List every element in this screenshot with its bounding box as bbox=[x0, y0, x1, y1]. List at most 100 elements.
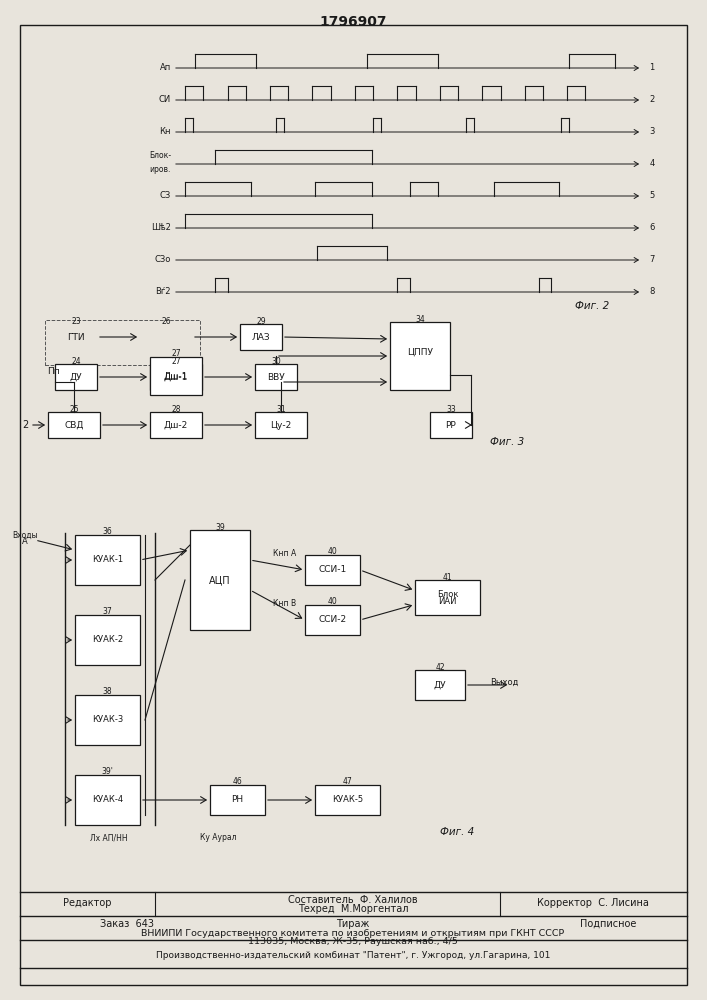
Text: 29: 29 bbox=[256, 316, 266, 326]
Bar bbox=[75, 535, 140, 585]
Text: РН: РН bbox=[231, 796, 244, 804]
Text: Лх АП/НН: Лх АП/НН bbox=[90, 834, 128, 842]
Text: ИАИ: ИАИ bbox=[438, 597, 457, 606]
Bar bbox=[430, 412, 472, 438]
Text: 6: 6 bbox=[649, 223, 655, 232]
Bar bbox=[415, 670, 465, 700]
Text: 28: 28 bbox=[171, 404, 181, 414]
Text: Дш-2: Дш-2 bbox=[164, 420, 188, 430]
Text: ВВУ: ВВУ bbox=[267, 372, 285, 381]
Bar bbox=[255, 412, 307, 438]
Text: 3: 3 bbox=[649, 126, 655, 135]
Text: 36: 36 bbox=[103, 528, 112, 536]
Text: 47: 47 bbox=[343, 778, 352, 786]
Bar bbox=[55, 364, 97, 390]
Text: иров.: иров. bbox=[150, 165, 171, 174]
Bar bbox=[240, 324, 282, 350]
Text: Кнп А: Кнп А bbox=[273, 548, 296, 558]
Text: ССИ-2: ССИ-2 bbox=[318, 615, 346, 624]
Text: 2: 2 bbox=[22, 420, 28, 430]
Text: Входы: Входы bbox=[12, 530, 37, 540]
Text: 2: 2 bbox=[649, 95, 655, 104]
Text: 39: 39 bbox=[215, 522, 225, 532]
Text: КУАК-2: КУАК-2 bbox=[92, 636, 123, 645]
Text: 33: 33 bbox=[446, 404, 456, 414]
Text: Редактор: Редактор bbox=[63, 898, 111, 908]
Text: ССИ-1: ССИ-1 bbox=[318, 566, 346, 574]
Text: СЗо: СЗо bbox=[155, 255, 171, 264]
Text: 40: 40 bbox=[327, 597, 337, 606]
Text: 24: 24 bbox=[71, 357, 81, 365]
Text: 34: 34 bbox=[415, 314, 425, 324]
Text: 30: 30 bbox=[271, 357, 281, 365]
Bar bbox=[140, 324, 192, 350]
Bar bbox=[75, 695, 140, 745]
Text: ЦППУ: ЦППУ bbox=[407, 348, 433, 357]
Bar bbox=[305, 605, 360, 635]
Text: КУАК-5: КУАК-5 bbox=[332, 796, 363, 804]
Text: 38: 38 bbox=[103, 688, 112, 696]
Text: Производственно-издательский комбинат "Патент", г. Ужгород, ул.Гагарина, 101: Производственно-издательский комбинат "П… bbox=[156, 952, 550, 960]
Bar bbox=[55, 324, 97, 350]
Bar bbox=[210, 785, 265, 815]
Text: РР: РР bbox=[445, 420, 457, 430]
Text: ДУ: ДУ bbox=[70, 372, 82, 381]
Bar bbox=[255, 364, 297, 390]
Text: Кнп В: Кнп В bbox=[273, 598, 296, 607]
Text: Блок: Блок bbox=[437, 590, 458, 599]
Text: 23: 23 bbox=[71, 316, 81, 326]
Text: 40: 40 bbox=[327, 548, 337, 556]
Text: Пп: Пп bbox=[47, 367, 60, 376]
Bar bbox=[45, 320, 200, 365]
Text: 113035, Москва, Ж-35, Раушская наб., 4/5: 113035, Москва, Ж-35, Раушская наб., 4/5 bbox=[248, 936, 458, 946]
Text: АЦП: АЦП bbox=[209, 575, 230, 585]
Text: 8: 8 bbox=[649, 286, 655, 296]
Text: Фиг. 2: Фиг. 2 bbox=[575, 301, 609, 311]
Text: Вѓ2: Вѓ2 bbox=[156, 288, 171, 296]
Text: КУАК-4: КУАК-4 bbox=[92, 796, 123, 804]
Bar bbox=[315, 785, 380, 815]
Text: Корректор  С. Лисина: Корректор С. Лисина bbox=[537, 898, 649, 908]
Text: ДУ: ДУ bbox=[433, 680, 446, 690]
Text: 37: 37 bbox=[103, 607, 112, 616]
Text: 27: 27 bbox=[171, 350, 181, 359]
Bar bbox=[150, 364, 202, 390]
Text: А: А bbox=[22, 538, 28, 546]
Text: 4: 4 bbox=[649, 158, 655, 167]
Text: 39': 39' bbox=[102, 768, 113, 776]
Text: Цу-2: Цу-2 bbox=[270, 420, 291, 430]
Text: Ап: Ап bbox=[160, 64, 171, 73]
Text: СЗ: СЗ bbox=[160, 192, 171, 200]
Text: Подписное: Подписное bbox=[580, 919, 636, 929]
Text: Заказ  643: Заказ 643 bbox=[100, 919, 154, 929]
Bar bbox=[150, 412, 202, 438]
Text: Составитель  Ф. Халилов: Составитель Ф. Халилов bbox=[288, 895, 418, 905]
Bar bbox=[415, 580, 480, 615]
Text: КУАК-3: КУАК-3 bbox=[92, 716, 123, 724]
Text: Фиг. 4: Фиг. 4 bbox=[440, 827, 474, 837]
Text: КУАК-1: КУАК-1 bbox=[92, 556, 123, 564]
Bar bbox=[305, 555, 360, 585]
Text: Фиг. 3: Фиг. 3 bbox=[490, 437, 525, 447]
Text: 25: 25 bbox=[69, 404, 78, 414]
Text: Ку Аурал: Ку Аурал bbox=[200, 834, 237, 842]
Text: 26: 26 bbox=[161, 316, 171, 326]
Text: СВД: СВД bbox=[64, 420, 83, 430]
Bar bbox=[150, 357, 202, 395]
Text: 7: 7 bbox=[649, 254, 655, 263]
Text: Кн: Кн bbox=[160, 127, 171, 136]
Text: 27: 27 bbox=[171, 357, 181, 365]
Text: Дш-1: Дш-1 bbox=[164, 371, 188, 380]
Bar bbox=[75, 775, 140, 825]
Text: 31: 31 bbox=[276, 404, 286, 414]
Bar bbox=[390, 322, 450, 390]
Text: Блок-: Блок- bbox=[149, 151, 171, 160]
Text: 1796907: 1796907 bbox=[320, 15, 387, 29]
Text: 1: 1 bbox=[649, 62, 655, 72]
Text: 41: 41 bbox=[443, 572, 452, 582]
Text: СИ: СИ bbox=[159, 96, 171, 104]
Bar bbox=[190, 530, 250, 630]
Text: Шѣ2: Шѣ2 bbox=[151, 224, 171, 232]
Text: Тираж: Тираж bbox=[337, 919, 370, 929]
Text: Дш-1: Дш-1 bbox=[164, 372, 188, 381]
